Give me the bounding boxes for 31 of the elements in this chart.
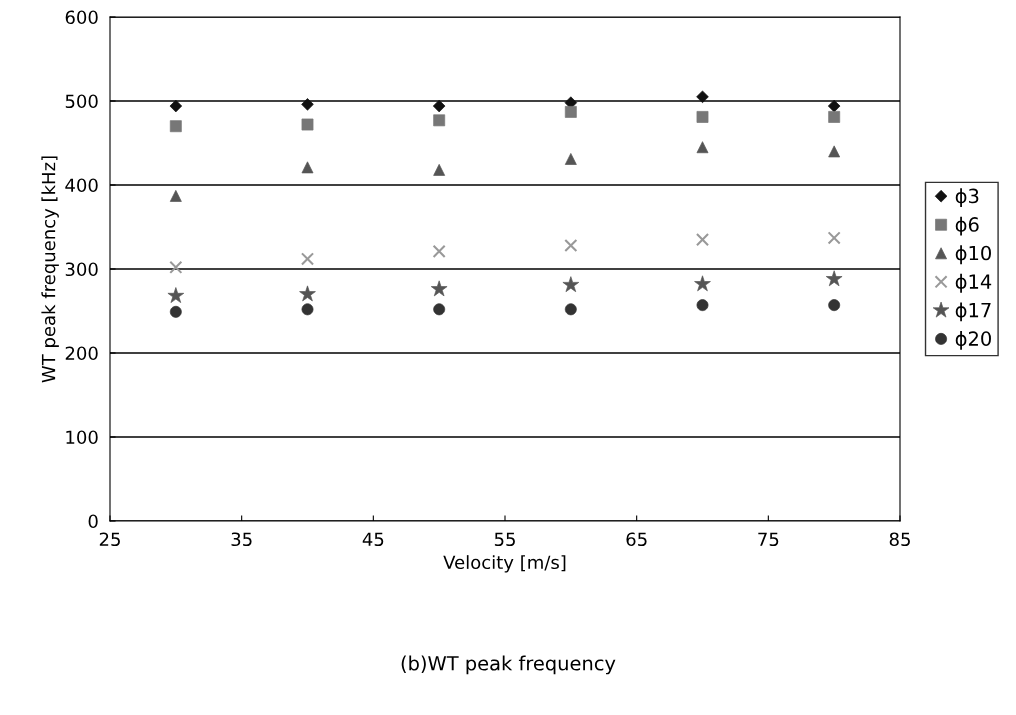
legend-label: ϕ10: [955, 245, 991, 265]
x-tick-label: 85: [889, 532, 910, 547]
x-tick-label: 25: [99, 532, 120, 547]
point: [432, 244, 446, 258]
x-axis-title: Velocity [m/s]: [443, 555, 566, 573]
y-tick-label: 400: [65, 178, 98, 193]
point: [695, 233, 710, 247]
point: [564, 238, 578, 253]
y-tick-label: 500: [65, 94, 98, 109]
x-tick-label: 45: [362, 532, 384, 547]
x-tick-label: 65: [626, 532, 647, 547]
y-tick-label: 300: [65, 262, 98, 277]
legend-label: ϕ14: [955, 273, 992, 293]
y-tick-label: 200: [65, 346, 98, 361]
point: [828, 111, 841, 123]
point: [300, 252, 315, 266]
legend-label: ϕ17: [955, 302, 991, 322]
x-tick-label: 75: [758, 532, 779, 547]
text: (b)WT peak frequency: [401, 655, 616, 675]
legend-label: ϕ3: [955, 188, 979, 208]
point: [696, 111, 709, 123]
point: [827, 231, 841, 245]
point: [169, 260, 183, 274]
legend-label: ϕ6: [955, 216, 979, 236]
y-axis-title: WT peak frequency [kHz]: [41, 156, 59, 383]
x-tick-label: 35: [231, 532, 252, 547]
y-tick-label: 600: [65, 10, 98, 25]
legend-label: ϕ20: [955, 330, 991, 350]
y-tick-label: 100: [66, 430, 98, 445]
y-tick-label: 0: [88, 514, 98, 529]
x-tick-label: 55: [494, 532, 515, 547]
